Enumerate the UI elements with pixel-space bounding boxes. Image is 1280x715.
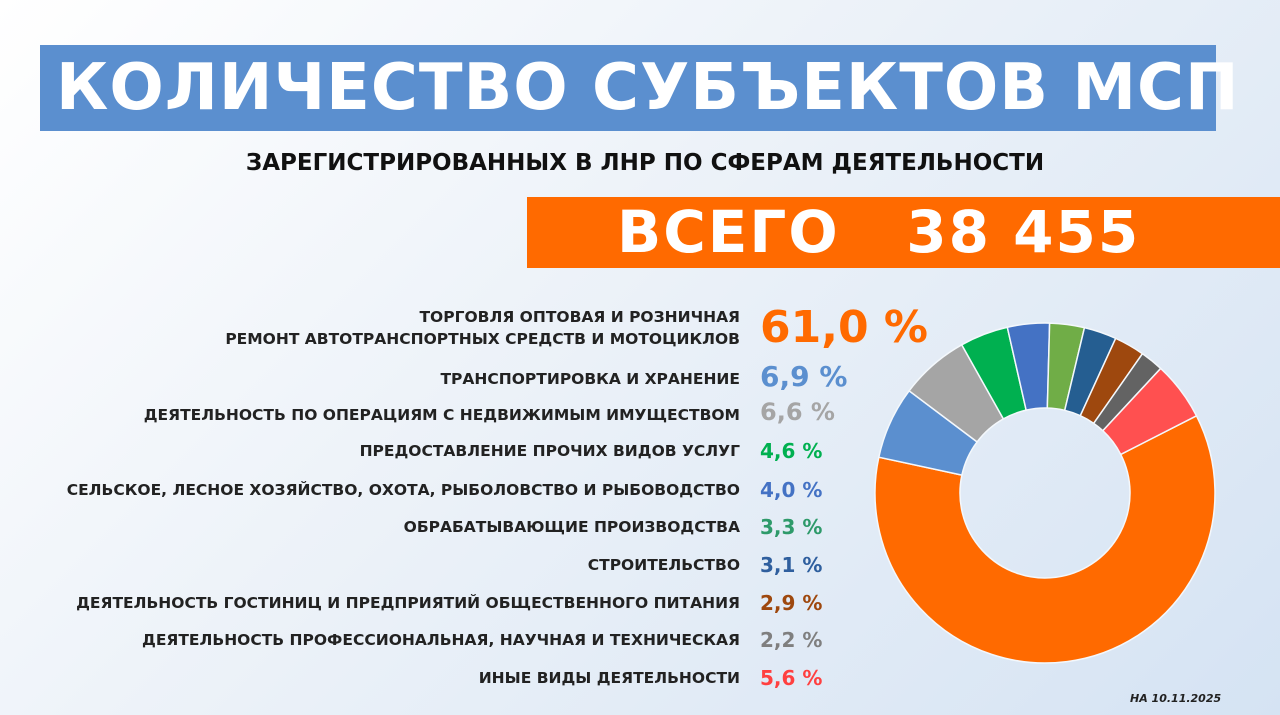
data-label: 2,9 % xyxy=(760,591,823,615)
data-label: 61,0 % xyxy=(760,302,928,353)
legend-label: ДЕЯТЕЛЬНОСТЬ ГОСТИНИЦ И ПРЕДПРИЯТИЙ ОБЩЕ… xyxy=(76,594,740,612)
legend-label: ПРЕДОСТАВЛЕНИЕ ПРОЧИХ ВИДОВ УСЛУГ xyxy=(359,442,740,460)
legend-label: ТОРГОВЛЯ ОПТОВАЯ И РОЗНИЧНАЯ РЕМОНТ АВТОТ… xyxy=(225,306,740,350)
date-label: НА 10.11.2025 xyxy=(1130,692,1222,705)
data-label: 5,6 % xyxy=(760,666,823,690)
legend-label: ИНЫЕ ВИДЫ ДЕЯТЕЛЬНОСТИ xyxy=(478,669,740,687)
legend-label: ТРАНСПОРТИРОВКА И ХРАНЕНИЕ xyxy=(440,370,740,388)
total-count: ВСЕГО 38 455 xyxy=(527,197,1280,268)
page-title: КОЛИЧЕСТВО СУБЪЕКТОВ МСП xyxy=(40,45,1239,131)
data-label: 6,6 % xyxy=(760,398,835,426)
data-label: 3,3 % xyxy=(760,515,823,539)
legend-label: ОБРАБАТЫВАЮЩИЕ ПРОИЗВОДСТВА xyxy=(403,518,740,536)
donut-slice xyxy=(874,414,1216,664)
donut-slice xyxy=(1101,367,1198,456)
legend-label: ДЕЯТЕЛЬНОСТЬ ПО ОПЕРАЦИЯМ С НЕДВИЖИМЫМ И… xyxy=(143,406,740,424)
data-label: 4,6 % xyxy=(760,439,823,463)
legend-label: СТРОИТЕЛЬСТВО xyxy=(587,556,740,574)
data-label: 4,0 % xyxy=(760,478,823,502)
data-label: 2,2 % xyxy=(760,628,823,652)
legend-label: СЕЛЬСКОЕ, ЛЕСНОЕ ХОЗЯЙСТВО, ОХОТА, РЫБОЛ… xyxy=(66,481,740,499)
legend-label-line: ТОРГОВЛЯ ОПТОВАЯ И РОЗНИЧНАЯ xyxy=(419,308,740,326)
legend-label: ДЕЯТЕЛЬНОСТЬ ПРОФЕССИОНАЛЬНАЯ, НАУЧНАЯ И… xyxy=(142,631,740,649)
data-label: 3,1 % xyxy=(760,553,823,577)
data-label: 6,9 % xyxy=(760,360,848,393)
page-subtitle: ЗАРЕГИСТРИРОВАННЫХ В ЛНР ПО СФЕРАМ ДЕЯТЕ… xyxy=(245,150,1045,176)
legend-label-line: РЕМОНТ АВТОТРАНСПОРТНЫХ СРЕДСТВ И МОТОЦИ… xyxy=(225,330,740,348)
